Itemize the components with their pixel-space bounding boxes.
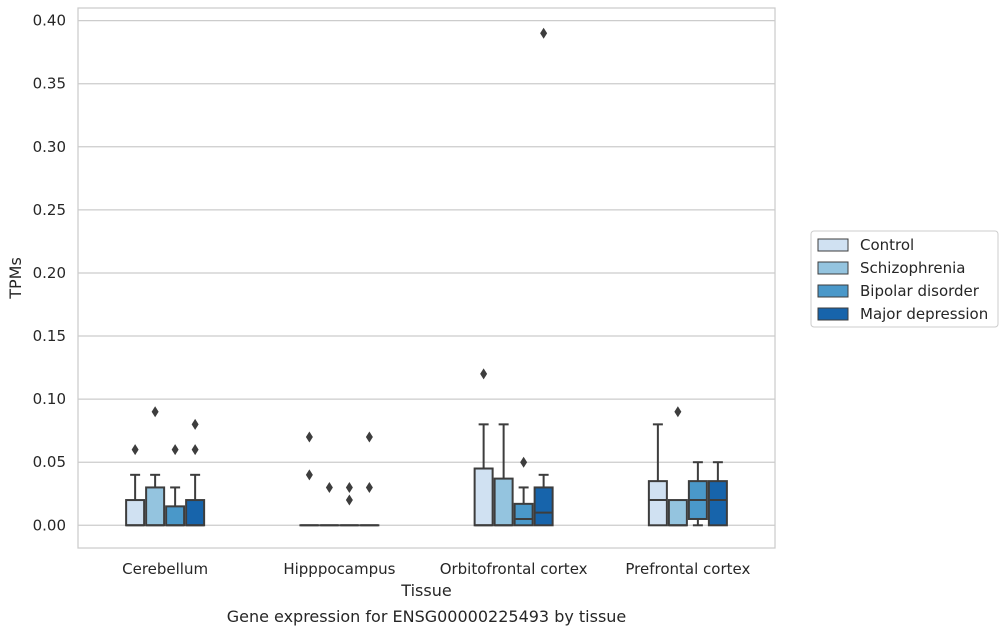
legend-swatch xyxy=(817,284,849,298)
box-major-depression xyxy=(185,473,206,527)
legend-label: Schizophrenia xyxy=(860,259,965,277)
outlier-point xyxy=(305,431,313,443)
box-schizophrenia xyxy=(493,423,514,527)
legend-swatch xyxy=(817,238,849,252)
outlier-point xyxy=(151,406,159,418)
legend: Control Schizophrenia Bipolar disorder Majo… xyxy=(810,230,999,328)
box-iqr xyxy=(647,480,668,527)
box-schizophrenia xyxy=(145,473,166,527)
legend-frame xyxy=(810,230,999,328)
y-axis-label: TPMs xyxy=(6,257,25,300)
x-tick-label: Prefrontal cortex xyxy=(625,560,750,578)
box-iqr xyxy=(667,499,688,527)
boxes xyxy=(125,423,728,527)
box-bipolar-disorder xyxy=(165,486,186,527)
gridlines xyxy=(78,19,775,526)
plot-area-frame xyxy=(77,7,776,549)
outlier-point xyxy=(345,494,353,506)
outlier-point xyxy=(365,481,373,493)
outlier-point xyxy=(171,444,179,456)
y-tick-label: 0.05 xyxy=(33,453,66,471)
box-control xyxy=(125,473,146,527)
legend-swatch xyxy=(817,307,849,321)
box-iqr xyxy=(513,502,534,527)
box-iqr xyxy=(145,486,166,527)
y-tick-label: 0.30 xyxy=(33,138,66,156)
outlier-point xyxy=(365,431,373,443)
outlier-point xyxy=(191,444,199,456)
box-schizophrenia xyxy=(667,499,688,527)
y-tick-label: 0.10 xyxy=(33,390,66,408)
outlier-point xyxy=(540,27,548,39)
box-iqr xyxy=(707,480,728,527)
x-axis-label: Tissue xyxy=(400,581,451,600)
outlier-point xyxy=(325,481,333,493)
outlier-point xyxy=(305,469,313,481)
outlier-point xyxy=(345,481,353,493)
box-iqr xyxy=(533,486,554,527)
box-iqr xyxy=(125,499,146,527)
legend-label: Bipolar disorder xyxy=(860,282,980,300)
outlier-point xyxy=(520,456,528,468)
x-tick-label: Cerebellum xyxy=(122,560,208,578)
box-iqr xyxy=(165,505,186,527)
y-tick-label: 0.20 xyxy=(33,264,66,282)
x-axis-ticks: Cerebellum Hipppocampus Orbitofrontal cort… xyxy=(122,560,750,578)
outliers xyxy=(131,27,682,506)
box-iqr xyxy=(473,467,494,527)
box-control xyxy=(647,423,668,527)
x-tick-label: Hipppocampus xyxy=(283,560,395,578)
outlier-point xyxy=(191,418,199,430)
y-tick-label: 0.40 xyxy=(33,12,66,30)
box-major-depression xyxy=(533,473,554,527)
y-tick-label: 0.35 xyxy=(33,75,66,93)
outlier-point xyxy=(674,406,682,418)
legend-label: Major depression xyxy=(860,305,988,323)
outlier-point xyxy=(131,444,139,456)
outlier-point xyxy=(480,368,488,380)
box-iqr xyxy=(185,499,206,527)
legend-swatch xyxy=(817,261,849,275)
box-major-depression xyxy=(707,461,728,527)
x-tick-label: Orbitofrontal cortex xyxy=(440,560,588,578)
y-tick-label: 0.00 xyxy=(33,516,66,534)
box-bipolar-disorder xyxy=(687,461,708,527)
y-tick-label: 0.15 xyxy=(33,327,66,345)
box-bipolar-disorder xyxy=(513,486,534,527)
box-control xyxy=(473,423,494,527)
chart-caption: Gene expression for ENSG00000225493 by t… xyxy=(227,607,627,626)
y-axis-ticks: 0.00 0.05 0.10 0.15 0.20 0.25 0.30 0.35 0.40 xyxy=(33,12,66,535)
y-tick-label: 0.25 xyxy=(33,201,66,219)
legend-label: Control xyxy=(860,236,914,254)
box-iqr xyxy=(493,477,514,527)
